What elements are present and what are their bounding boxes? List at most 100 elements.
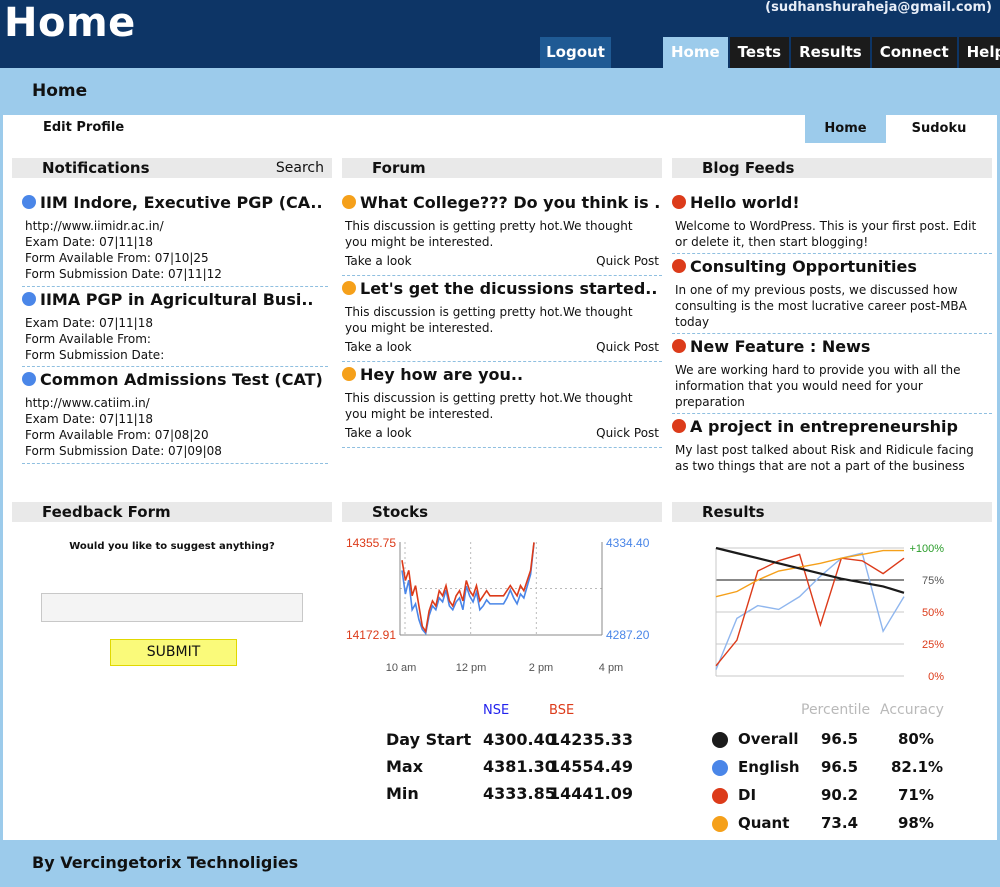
main-nav: Home Tests Results Connect Help <box>663 37 1000 68</box>
blog-post-title[interactable]: A project in entrepreneurship <box>690 416 958 436</box>
blog-header: Blog Feeds <box>672 158 992 178</box>
blog-post-text: My last post talked about Risk and Ridic… <box>675 443 974 457</box>
forum-dot-icon <box>342 281 356 295</box>
blog-item[interactable]: Hello world! Welcome to WordPress. This … <box>672 192 992 254</box>
forum-post-text: This discussion is getting pretty hot.We… <box>345 391 633 405</box>
notification-dot-icon <box>22 292 36 306</box>
sub-header: Home <box>0 68 1000 115</box>
stock-nse-value: 4381.30 <box>483 757 556 776</box>
notification-line[interactable]: http://www.iimidr.ac.in/ <box>25 219 164 233</box>
forum-dot-icon <box>342 195 356 209</box>
x-tick-label: 4 pm <box>599 662 623 674</box>
blog-post-text: preparation <box>675 395 745 409</box>
take-a-look-link[interactable]: Take a look <box>345 254 412 268</box>
take-a-look-link[interactable]: Take a look <box>345 426 412 440</box>
y-tick-label: 50% <box>922 607 944 619</box>
logout-button[interactable]: Logout <box>540 37 611 68</box>
feedback-input[interactable] <box>41 593 303 622</box>
forum-post-title[interactable]: Hey how are you.. <box>360 364 524 384</box>
stock-bse-value: 14441.09 <box>549 784 634 803</box>
notification-item[interactable]: IIM Indore, Executive PGP (CA.. http://w… <box>22 192 328 287</box>
x-tick-label: 10 am <box>386 662 417 674</box>
notification-line: Exam Date: 07|11|18 <box>25 316 153 330</box>
bse-axis-bottom-label: 14172.91 <box>346 628 396 642</box>
notification-line: Form Available From: 07|10|25 <box>25 251 209 265</box>
notification-line: Exam Date: 07|11|18 <box>25 412 153 426</box>
result-percentile: 96.5 <box>821 730 859 748</box>
blog-item[interactable]: Consulting Opportunities In one of my pr… <box>672 256 992 334</box>
notification-title[interactable]: Common Admissions Test (CAT) .. <box>40 369 328 389</box>
quick-post-link[interactable]: Quick Post <box>596 340 659 354</box>
search-link[interactable]: Search <box>275 160 324 176</box>
blog-post-text: today <box>675 315 710 329</box>
submit-button[interactable]: SUBMIT <box>110 639 237 666</box>
blog-post-text: We are working hard to provide you with … <box>675 363 961 377</box>
notification-line[interactable]: http://www.catiim.in/ <box>25 396 150 410</box>
forum-post-text: you might be interested. <box>345 321 494 335</box>
edit-profile-link[interactable]: Edit Profile <box>43 120 125 135</box>
blog-post-text: In one of my previous posts, we discusse… <box>675 283 958 297</box>
forum-post-title[interactable]: What College??? Do you think is .. <box>360 192 662 212</box>
bse-axis-top-label: 14355.75 <box>346 536 396 550</box>
feedback-header: Feedback Form <box>12 502 332 522</box>
notification-item[interactable]: Common Admissions Test (CAT) .. http://w… <box>22 369 328 464</box>
stocks-header: Stocks <box>342 502 662 522</box>
tab-sudoku[interactable]: Sudoku <box>886 115 992 143</box>
nav-tests[interactable]: Tests <box>729 37 790 68</box>
forum-post-title[interactable]: Let's get the dicussions started.. <box>360 278 658 298</box>
forum-header: Forum <box>342 158 662 178</box>
quick-post-link[interactable]: Quick Post <box>596 254 659 268</box>
stock-nse-value: 4300.40 <box>483 730 556 749</box>
nav-home[interactable]: Home <box>663 37 728 68</box>
notification-dot-icon <box>22 372 36 386</box>
forum-dot-icon <box>342 367 356 381</box>
blog-post-text: consulting is the most lucrative career … <box>675 299 967 313</box>
forum-title: Forum <box>372 159 426 177</box>
notifications-header: Notifications Search <box>12 158 332 178</box>
nse-axis-top-label: 4334.40 <box>606 536 650 550</box>
notification-title[interactable]: IIM Indore, Executive PGP (CA.. <box>40 192 323 212</box>
forum-item[interactable]: Let's get the dicussions started.. This … <box>342 278 662 362</box>
overall-dot-icon <box>712 732 728 748</box>
notification-item[interactable]: IIMA PGP in Agricultural Busi.. Exam Dat… <box>22 289 328 367</box>
notification-line: Form Submission Date: 07|11|12 <box>25 267 222 281</box>
tab-home[interactable]: Home <box>805 115 886 143</box>
blog-dot-icon <box>672 339 686 353</box>
forum-item[interactable]: Hey how are you.. This discussion is get… <box>342 364 662 448</box>
forum-post-text: This discussion is getting pretty hot.We… <box>345 305 633 319</box>
result-row-label: DI <box>738 786 757 804</box>
notification-dot-icon <box>22 195 36 209</box>
result-accuracy: 80% <box>898 730 934 748</box>
feedback-title: Feedback Form <box>42 503 171 521</box>
x-tick-label: 2 pm <box>529 662 553 674</box>
blog-item[interactable]: New Feature : News We are working hard t… <box>672 336 992 414</box>
stock-chart: 14355.75 14172.91 4334.40 4287.20 10 am 12 pm… <box>346 536 650 674</box>
notification-line: Form Submission Date: <box>25 348 165 362</box>
top-header: Home (sudhanshuraheja@gmail.com) Logout … <box>0 0 1000 68</box>
stock-nse-value: 4333.85 <box>483 784 556 803</box>
overall-series-line <box>715 546 905 594</box>
forum-post-text: you might be interested. <box>345 235 494 249</box>
forum-item[interactable]: What College??? Do you think is .. This … <box>342 192 662 276</box>
nav-results[interactable]: Results <box>791 37 870 68</box>
nse-column-header: NSE <box>483 703 510 718</box>
blog-post-text: as two things that are not a part of the… <box>675 459 965 473</box>
results-chart: +100% 75% 50% 25% 0% <box>715 543 944 683</box>
english-dot-icon <box>712 760 728 776</box>
blog-post-title[interactable]: New Feature : News <box>690 336 871 356</box>
notification-title[interactable]: IIMA PGP in Agricultural Busi.. <box>40 289 314 309</box>
stock-row-label: Day Start <box>386 730 472 749</box>
blog-item[interactable]: A project in entrepreneurship My last po… <box>672 416 992 478</box>
nav-connect[interactable]: Connect <box>871 37 957 68</box>
blog-post-title[interactable]: Consulting Opportunities <box>690 256 917 276</box>
blog-dot-icon <box>672 259 686 273</box>
x-tick-label: 12 pm <box>456 662 487 674</box>
forum-post-text: you might be interested. <box>345 407 494 421</box>
results-title: Results <box>702 503 765 521</box>
bse-column-header: BSE <box>549 703 575 718</box>
blog-title: Blog Feeds <box>702 159 795 177</box>
quick-post-link[interactable]: Quick Post <box>596 426 659 440</box>
take-a-look-link[interactable]: Take a look <box>345 340 412 354</box>
blog-post-title[interactable]: Hello world! <box>690 192 800 212</box>
nav-help[interactable]: Help <box>958 37 1000 68</box>
